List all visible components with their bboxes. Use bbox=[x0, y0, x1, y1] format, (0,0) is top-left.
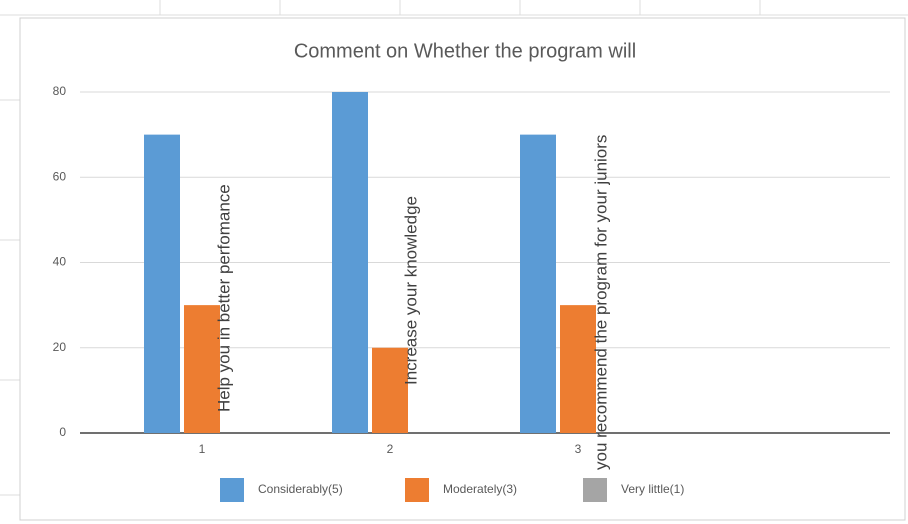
y-tick-label: 80 bbox=[53, 84, 67, 98]
legend-label: Considerably(5) bbox=[258, 482, 343, 496]
bar bbox=[144, 134, 180, 433]
bar bbox=[560, 305, 596, 433]
x-tick-label: 2 bbox=[387, 442, 394, 456]
y-tick-label: 20 bbox=[53, 340, 67, 354]
annotation: you recommend the program for your junio… bbox=[591, 135, 610, 470]
bar bbox=[520, 134, 556, 433]
y-tick-label: 60 bbox=[53, 169, 67, 183]
legend-swatch bbox=[220, 478, 244, 502]
legend-label: Very little(1) bbox=[621, 482, 684, 496]
annotation: Help you in better perfomance bbox=[214, 184, 233, 412]
y-tick-label: 0 bbox=[59, 425, 66, 439]
x-tick-label: 1 bbox=[199, 442, 206, 456]
bar bbox=[184, 305, 220, 433]
annotation: Increase your knowledge bbox=[401, 196, 420, 385]
chart-title: Comment on Whether the program will bbox=[294, 40, 636, 62]
legend-swatch bbox=[405, 478, 429, 502]
sheet-grid bbox=[0, 0, 908, 496]
x-tick-label: 3 bbox=[575, 442, 582, 456]
bar bbox=[332, 92, 368, 433]
legend-swatch bbox=[583, 478, 607, 502]
legend-label: Moderately(3) bbox=[443, 482, 517, 496]
y-tick-label: 40 bbox=[53, 255, 67, 269]
bar bbox=[372, 347, 408, 433]
